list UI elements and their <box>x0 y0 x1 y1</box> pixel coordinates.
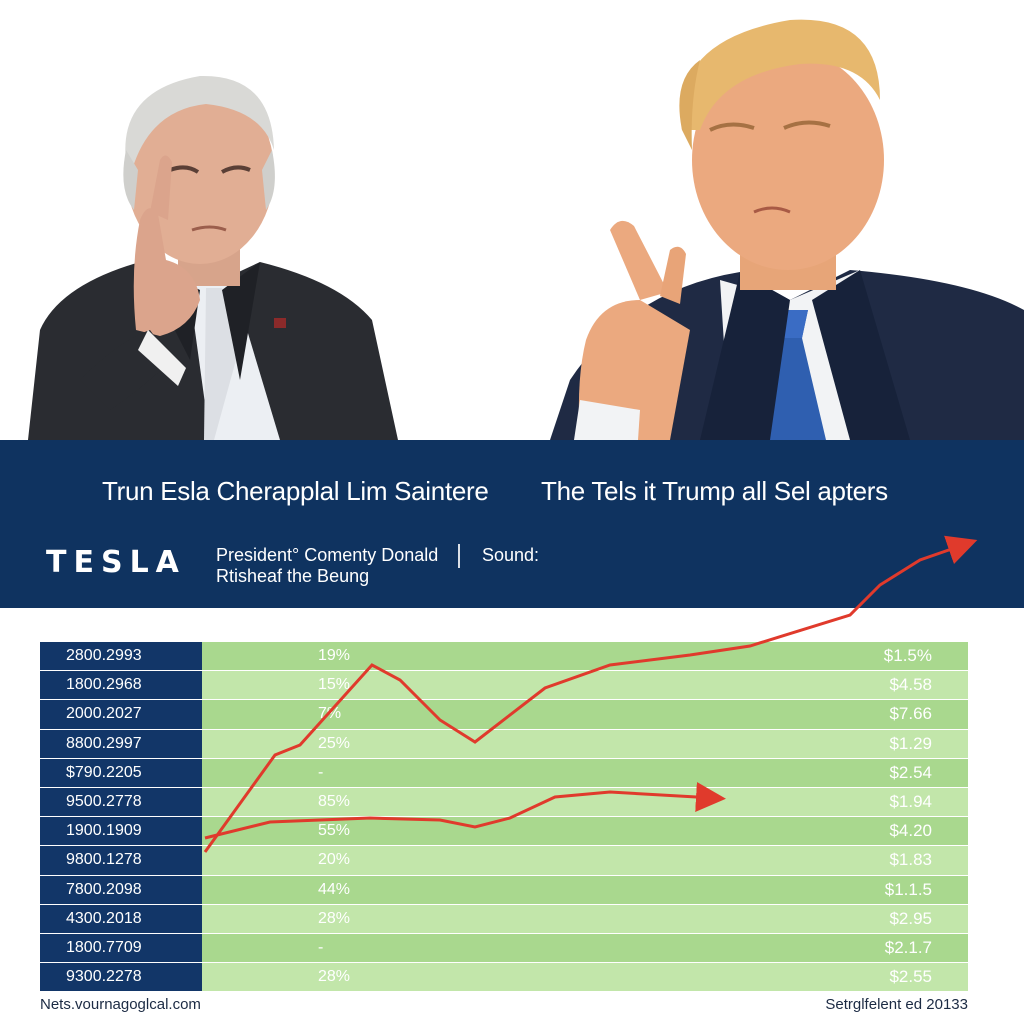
byline-line-2: Rtisheaf the Beung <box>216 566 370 586</box>
table-row: 1900.1909 55% $4.20 <box>40 817 968 847</box>
tesla-logo: TESLA <box>46 545 186 580</box>
row-percent: 15% <box>318 676 351 694</box>
row-left-value: 2000.2027 <box>40 700 202 729</box>
photo-area <box>0 0 1024 440</box>
row-percent: 44% <box>318 880 351 898</box>
row-percent: - <box>318 938 324 956</box>
row-left-value: $790.2205 <box>40 758 202 787</box>
banner-separator <box>458 544 460 568</box>
row-body: 44% $1.1.5 <box>202 875 968 904</box>
row-percent: 28% <box>318 909 351 927</box>
row-price: $2.54 <box>889 762 932 782</box>
row-body: 19% $1.5% <box>202 642 968 671</box>
row-percent: 55% <box>318 822 351 840</box>
row-price: $2.55 <box>889 967 932 987</box>
row-body: 25% $1.29 <box>202 729 968 758</box>
row-body: - $2.1.7 <box>202 933 968 963</box>
row-price: $2.1.7 <box>884 937 932 957</box>
table-row: 9800.1278 20% $1.83 <box>40 846 968 876</box>
footer-right: Setrglfelent ed 20133 <box>825 996 968 1013</box>
row-left-value: 9500.2778 <box>40 787 202 817</box>
row-left-value: 9300.2278 <box>40 963 202 992</box>
row-body: 28% $2.55 <box>202 963 968 992</box>
row-percent: 20% <box>318 851 351 869</box>
table-row: 8800.2997 25% $1.29 <box>40 729 968 759</box>
table-row: 9300.2278 28% $2.55 <box>40 963 968 993</box>
row-left-value: 8800.2997 <box>40 729 202 758</box>
byline: President° Comenty Donald Rtisheaf the B… <box>216 545 438 587</box>
row-body: 20% $1.83 <box>202 846 968 875</box>
row-percent: 19% <box>318 647 351 664</box>
row-price: $7.66 <box>889 704 932 724</box>
headline-banner <box>0 440 1024 608</box>
row-price: $1.1.5 <box>884 879 932 899</box>
footer-left: Nets.vournagoglcal.com <box>40 996 201 1013</box>
row-price: $2.95 <box>889 908 932 928</box>
row-percent: 25% <box>318 734 351 752</box>
row-percent: 7% <box>318 705 342 723</box>
row-left-value: 4300.2018 <box>40 904 202 933</box>
headline-right: The Tels it Trump all Sel apters <box>541 476 888 506</box>
row-body: 55% $4.20 <box>202 817 968 846</box>
row-left-value: 1800.7709 <box>40 933 202 963</box>
table-row: 1800.2968 15% $4.58 <box>40 671 968 701</box>
source-label: Sound: <box>482 545 540 565</box>
row-price: $4.20 <box>889 821 932 841</box>
row-price: $4.58 <box>889 675 932 695</box>
row-body: 28% $2.95 <box>202 904 968 933</box>
row-left-value: 9800.1278 <box>40 846 202 875</box>
byline-line-1: President° Comenty Donald <box>216 545 439 565</box>
table-row: 2800.2993 19% $1.5% <box>40 642 968 672</box>
row-left-value: 7800.2098 <box>40 875 202 904</box>
row-left-value: 2800.2993 <box>40 642 202 671</box>
row-left-value: 1800.2968 <box>40 671 202 700</box>
row-price: $1.5% <box>883 646 932 665</box>
table-row: 4300.2018 28% $2.95 <box>40 904 968 934</box>
row-left-value: 1900.1909 <box>40 817 202 846</box>
row-percent: 28% <box>318 968 351 986</box>
right-person-photo <box>550 19 1024 440</box>
row-body: 7% $7.66 <box>202 700 968 729</box>
row-body: - $2.54 <box>202 758 968 787</box>
table-row: 9500.2778 85% $1.94 <box>40 787 968 818</box>
left-person-photo <box>28 75 398 440</box>
row-price: $1.83 <box>889 850 932 870</box>
table-row: 2000.2027 7% $7.66 <box>40 700 968 730</box>
row-price: $1.94 <box>889 791 932 811</box>
row-percent: - <box>318 763 324 781</box>
data-table: 2800.2993 19% $1.5% 1800.2968 15% $4.58 2000.2… <box>40 642 968 993</box>
table-row: $790.2205 - $2.54 <box>40 758 968 788</box>
headline-left: Trun Esla Cherapplal Lim Saintere <box>102 476 489 506</box>
row-body: 85% $1.94 <box>202 787 968 817</box>
row-percent: 85% <box>318 792 351 810</box>
table-row: 1800.7709 - $2.1.7 <box>40 933 968 964</box>
row-price: $1.29 <box>889 733 932 753</box>
table-row: 7800.2098 44% $1.1.5 <box>40 875 968 905</box>
row-body: 15% $4.58 <box>202 671 968 700</box>
